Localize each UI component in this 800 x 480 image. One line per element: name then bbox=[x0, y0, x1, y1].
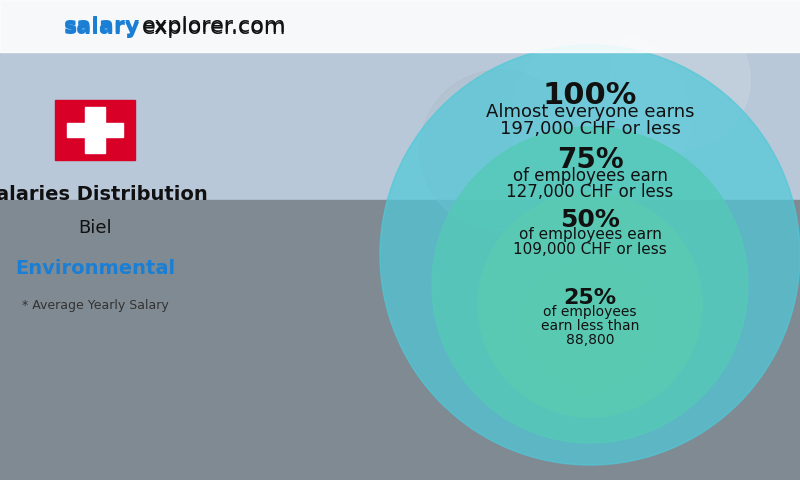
Text: 127,000 CHF or less: 127,000 CHF or less bbox=[506, 183, 674, 201]
Text: Environmental: Environmental bbox=[15, 259, 175, 277]
Text: salary: salary bbox=[64, 18, 140, 38]
Text: of employees: of employees bbox=[543, 305, 637, 319]
Text: Salaries Distribution: Salaries Distribution bbox=[0, 185, 208, 204]
Text: 50%: 50% bbox=[560, 208, 620, 232]
Text: 25%: 25% bbox=[563, 288, 617, 308]
Text: 197,000 CHF or less: 197,000 CHF or less bbox=[499, 120, 681, 138]
Circle shape bbox=[432, 127, 748, 443]
Text: Biel: Biel bbox=[78, 219, 112, 237]
Circle shape bbox=[478, 193, 702, 417]
Bar bbox=[0, 0, 800, 200]
Text: of employees earn: of employees earn bbox=[513, 167, 667, 185]
Bar bbox=[67, 123, 123, 137]
Text: explorer.com: explorer.com bbox=[142, 16, 286, 36]
Text: explorer.com: explorer.com bbox=[142, 18, 286, 38]
Bar bbox=[86, 107, 105, 153]
Text: of employees earn: of employees earn bbox=[518, 228, 662, 242]
Text: * Average Yearly Salary: * Average Yearly Salary bbox=[22, 299, 168, 312]
Bar bbox=[0, 0, 800, 52]
Circle shape bbox=[420, 70, 580, 230]
Circle shape bbox=[510, 30, 690, 210]
Bar bbox=[55, 100, 135, 160]
Text: 88,800: 88,800 bbox=[566, 333, 614, 347]
Circle shape bbox=[380, 45, 800, 465]
Text: 75%: 75% bbox=[557, 146, 623, 174]
Text: earn less than: earn less than bbox=[541, 319, 639, 333]
Circle shape bbox=[610, 10, 750, 150]
Text: salary: salary bbox=[64, 16, 140, 36]
Circle shape bbox=[520, 255, 660, 395]
Text: 100%: 100% bbox=[543, 81, 637, 109]
Text: Almost everyone earns: Almost everyone earns bbox=[486, 103, 694, 121]
Bar bbox=[0, 200, 800, 480]
Text: 109,000 CHF or less: 109,000 CHF or less bbox=[513, 242, 667, 257]
